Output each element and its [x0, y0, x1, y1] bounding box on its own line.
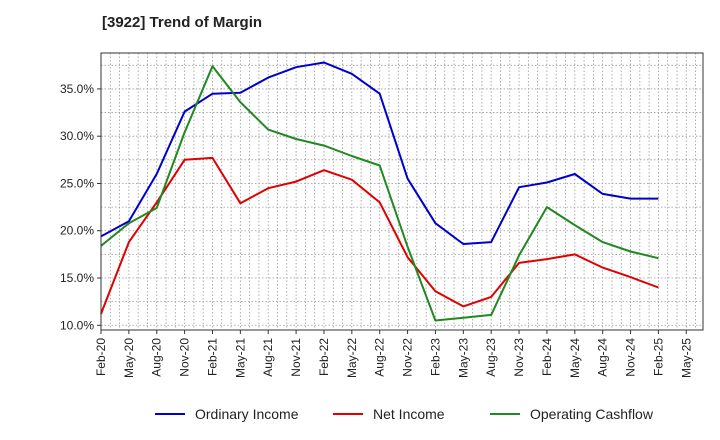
x-tick-label: Feb-25 — [651, 338, 665, 376]
x-tick-label: Nov-23 — [512, 338, 526, 377]
y-tick-label: 35.0% — [60, 82, 94, 96]
x-tick-label: Nov-20 — [178, 338, 192, 377]
x-tick-label: Feb-24 — [540, 338, 554, 376]
legend-label: Ordinary Income — [195, 406, 299, 422]
x-tick-label: Aug-20 — [150, 338, 164, 377]
plot-frame — [100, 52, 704, 331]
y-tick-label: 30.0% — [60, 129, 94, 143]
x-tick-label: Feb-22 — [317, 338, 331, 376]
x-tick-label: Feb-21 — [205, 338, 219, 376]
x-tick-label: Aug-22 — [373, 338, 387, 377]
series-lines — [100, 61, 659, 322]
x-tick-label: May-21 — [233, 338, 247, 378]
x-tick-label: Feb-20 — [94, 338, 108, 376]
series-line-net-income — [100, 156, 659, 315]
y-tick-label: 10.0% — [60, 318, 94, 332]
y-tick-label: 20.0% — [60, 224, 94, 238]
legend-label: Net Income — [373, 406, 445, 422]
x-tick-label: Nov-24 — [624, 338, 638, 377]
x-tick-label: Nov-22 — [401, 338, 415, 377]
legend: Ordinary Income Net Income Operating Cashf… — [155, 406, 654, 422]
plot-area — [101, 53, 703, 330]
x-axis-ticks: Feb-20 May-20 Aug-20 Nov-20 Feb-21 May-21 Aug-… — [94, 330, 693, 378]
series-line-ordinary-income — [100, 61, 659, 245]
x-tick-label: May-22 — [345, 338, 359, 378]
x-tick-label: Nov-21 — [289, 338, 303, 377]
y-tick-label: 15.0% — [60, 271, 94, 285]
x-tick-label: Aug-23 — [484, 338, 498, 377]
x-tick-label: May-25 — [679, 338, 693, 378]
x-tick-label: Feb-23 — [428, 338, 442, 376]
series-line-operating-cashflow — [100, 65, 659, 322]
x-tick-label: May-20 — [122, 338, 136, 378]
chart-title: [3922] Trend of Margin — [102, 14, 263, 31]
x-tick-label: May-24 — [568, 338, 582, 378]
legend-label: Operating Cashflow — [530, 406, 654, 422]
x-tick-label: May-23 — [456, 338, 470, 378]
x-tick-label: Aug-24 — [596, 338, 610, 377]
y-axis-ticks: 10.0% 15.0% 20.0% 25.0% 30.0% 35.0% — [60, 82, 101, 332]
x-tick-label: Aug-21 — [261, 338, 275, 377]
y-tick-label: 25.0% — [60, 176, 94, 190]
